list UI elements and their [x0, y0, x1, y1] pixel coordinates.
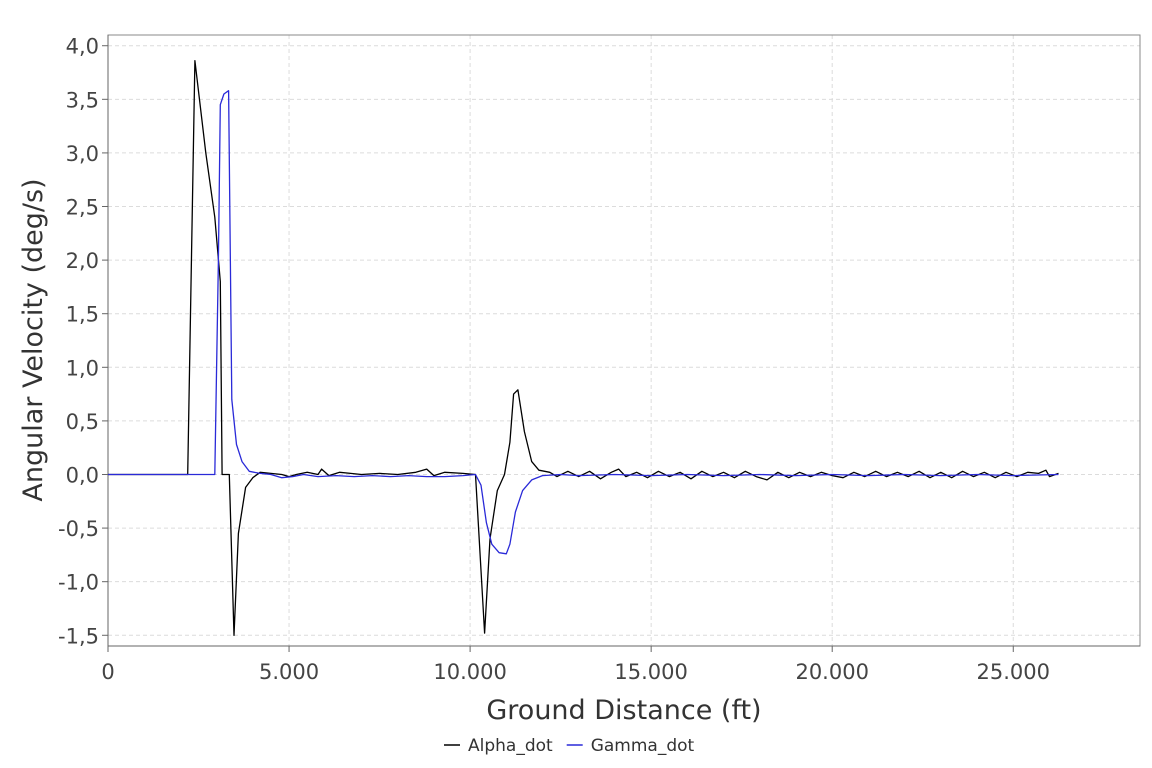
tick-labels: -1,5 -1,0 -0,5 0,0 0,5 1,0 1,5 2,0 2,5 3,0 3,5 4,0 0… — [58, 35, 1050, 684]
y-tick-label: 2,0 — [66, 249, 99, 273]
y-tick-label: 1,0 — [66, 356, 99, 380]
x-tick-label: 20.000 — [795, 660, 868, 684]
x-tick-label: 5.000 — [259, 660, 319, 684]
series-lines — [108, 60, 1059, 636]
series-line-gamma-dot — [108, 90, 1059, 555]
y-tick-label: 2,5 — [66, 196, 99, 220]
axes — [102, 35, 1140, 652]
series-line-alpha-dot — [108, 60, 1059, 636]
y-tick-label: 3,5 — [66, 88, 99, 112]
plot-area — [107, 34, 1141, 647]
y-tick-label: -1,0 — [58, 571, 99, 595]
y-axis-title: Angular Velocity (deg/s) — [18, 178, 49, 501]
legend-label: Alpha_dot — [468, 736, 553, 756]
y-tick-label: 4,0 — [66, 35, 99, 59]
x-tick-label: 25.000 — [977, 660, 1050, 684]
y-tick-label: 0,0 — [66, 463, 99, 487]
legend-item: Alpha_dot — [444, 736, 553, 756]
y-tick-label: -0,5 — [58, 517, 99, 541]
y-tick-label: 0,5 — [66, 410, 99, 434]
x-tick-label: 10.000 — [433, 660, 506, 684]
grid-lines — [107, 35, 1140, 646]
x-tick-label: 0 — [101, 660, 114, 684]
legend: Alpha_dot Gamma_dot — [444, 736, 695, 756]
x-axis-title: Ground Distance (ft) — [486, 695, 761, 726]
legend-label: Gamma_dot — [591, 736, 695, 756]
y-tick-label: 1,5 — [66, 303, 99, 327]
x-tick-label: 15.000 — [614, 660, 687, 684]
y-tick-label: -1,5 — [58, 624, 99, 648]
y-tick-label: 3,0 — [66, 142, 99, 166]
legend-item: Gamma_dot — [566, 736, 695, 756]
